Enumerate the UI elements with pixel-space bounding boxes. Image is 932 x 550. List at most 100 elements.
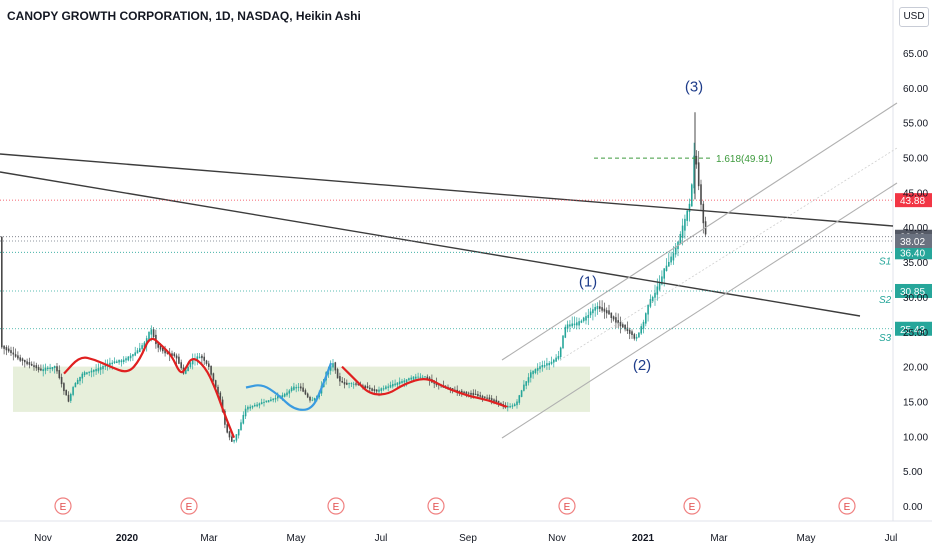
candle-body — [30, 363, 33, 366]
candle-body — [74, 382, 77, 388]
candle-body — [355, 383, 357, 385]
candle-body — [548, 363, 550, 366]
candle-body — [44, 367, 47, 371]
candle-body — [254, 404, 256, 407]
candle-body — [295, 387, 297, 389]
candle-body — [274, 398, 277, 400]
candle-body — [477, 393, 479, 397]
candle-body — [658, 282, 661, 290]
candle-body — [647, 304, 649, 315]
candle-body — [286, 392, 288, 396]
time-tick-label: Mar — [200, 533, 218, 544]
candle-body — [336, 369, 339, 379]
candle-body — [1, 236, 3, 348]
candle-body — [26, 361, 28, 365]
candle-body — [311, 399, 314, 401]
candle-body — [93, 369, 95, 372]
candle-body — [585, 316, 587, 321]
candle-body — [688, 203, 691, 212]
wave-label: (1) — [579, 273, 597, 290]
candle-body — [122, 359, 125, 362]
candle-body — [458, 390, 461, 392]
candle-body — [235, 434, 238, 441]
candle-body — [539, 366, 541, 370]
candle-body — [366, 386, 369, 389]
candle-body — [691, 184, 693, 207]
candle-body — [129, 355, 132, 359]
price-badge — [895, 321, 932, 336]
candle-body — [237, 429, 240, 436]
candle-body — [472, 392, 475, 396]
candle-body — [642, 321, 645, 329]
price-badge — [895, 193, 932, 208]
candle-body — [79, 376, 81, 382]
candle-body — [191, 359, 194, 365]
candle-body — [674, 246, 677, 255]
candle-body — [382, 388, 385, 390]
candle-body — [203, 356, 205, 361]
candle-body — [141, 345, 143, 349]
price-tick-label: 55.00 — [903, 119, 928, 130]
candle-body — [562, 335, 564, 349]
earnings-marker-icon — [558, 497, 576, 515]
candle-body — [205, 360, 208, 364]
wave-label: (2) — [633, 357, 651, 374]
candle-body — [14, 354, 17, 357]
candle-body — [217, 386, 219, 395]
currency-button[interactable]: USD — [899, 7, 929, 27]
candle-body — [527, 377, 530, 383]
earnings-marker-label: E — [186, 502, 193, 513]
red-wave-curve — [341, 365, 508, 409]
earnings-marker-icon — [683, 497, 701, 515]
candle-body — [329, 365, 332, 371]
time-tick-label: Nov — [548, 533, 566, 544]
trendline-lower — [0, 171, 861, 317]
candle-body — [281, 395, 284, 398]
candle-body — [143, 342, 146, 347]
candle-body — [461, 390, 463, 394]
chart-title: CANOPY GROWTH CORPORATION, 1D, NASDAQ, H… — [7, 9, 361, 23]
candle-body — [132, 354, 134, 357]
candle-body — [37, 367, 40, 371]
candle-body — [612, 316, 615, 320]
blue-wave-curve — [245, 362, 333, 411]
candle-body — [288, 390, 291, 394]
candle-body — [120, 360, 123, 363]
candle-body — [481, 395, 484, 398]
candle-body — [645, 313, 647, 324]
candle-body — [24, 360, 26, 363]
candle-body — [686, 210, 688, 221]
red-wave-curve — [63, 337, 236, 439]
consolidation-range-box — [13, 366, 590, 412]
candle-body — [550, 361, 553, 364]
candle-body — [33, 365, 35, 368]
candle-body — [513, 404, 516, 407]
candle-body — [180, 362, 182, 369]
candle-body — [619, 321, 622, 327]
candle-body — [495, 399, 498, 403]
candle-body — [60, 377, 63, 385]
candle-body — [672, 253, 675, 261]
candle-body — [350, 383, 353, 385]
candle-body — [171, 353, 173, 357]
candle-body — [12, 352, 15, 355]
candle-body — [208, 363, 210, 367]
candle-body — [530, 372, 532, 378]
candle-body — [249, 406, 251, 409]
candle-body — [228, 431, 231, 438]
candle-body — [631, 331, 633, 335]
candle-body — [10, 350, 12, 354]
candle-body — [509, 406, 511, 408]
candle-body — [518, 395, 521, 403]
earnings-marker-label: E — [689, 502, 696, 513]
trendline-upper — [0, 153, 894, 227]
candle-body — [293, 386, 295, 390]
candle-body — [102, 365, 104, 370]
candle-body — [265, 400, 268, 403]
candle-body — [352, 383, 355, 385]
candle-body — [7, 348, 10, 352]
candle-body — [525, 381, 527, 386]
time-tick-label: Jul — [885, 533, 898, 544]
candle-body — [546, 363, 548, 366]
